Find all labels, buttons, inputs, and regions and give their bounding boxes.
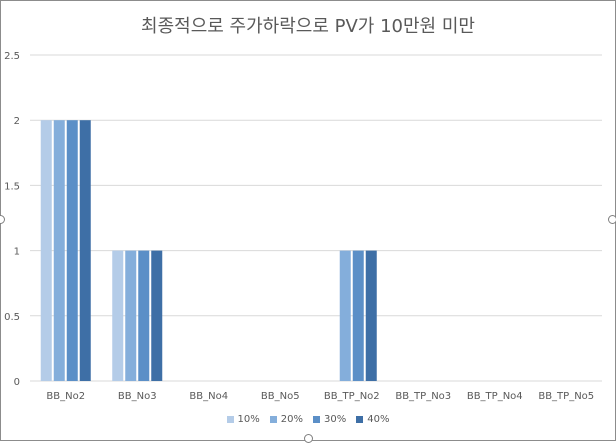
legend-label: 40% — [367, 414, 390, 425]
bar — [53, 120, 65, 381]
y-tick-label: 0 — [14, 377, 20, 388]
bar — [40, 120, 52, 381]
legend-swatch — [313, 416, 320, 423]
bar — [352, 250, 364, 381]
x-tick-label: BB_TP_No4 — [467, 391, 523, 402]
resize-handle-left[interactable] — [0, 215, 5, 224]
bar — [138, 250, 150, 381]
legend-label: 20% — [280, 414, 303, 425]
legend: 10% 20% 30% 40% — [0, 414, 616, 425]
legend-item: 10% — [226, 414, 260, 425]
bar — [79, 120, 91, 381]
x-tick-label: BB_TP_No5 — [538, 391, 594, 402]
y-tick-label: 1 — [14, 247, 20, 258]
bar — [66, 120, 78, 381]
legend-item: 30% — [313, 414, 346, 425]
y-tick-label: 2.5 — [4, 51, 20, 62]
y-tick-label: 0.5 — [4, 312, 20, 323]
bar — [112, 250, 124, 381]
y-tick-label: 1.5 — [4, 181, 20, 192]
legend-swatch — [269, 416, 277, 423]
x-tick-label: BB_TP_No3 — [395, 391, 451, 402]
legend-label: 30% — [324, 414, 347, 425]
bar — [365, 250, 377, 381]
chart-title: 최종적으로 주가하락으로 PV가 10만원 미만 — [141, 16, 475, 37]
legend-item: 40% — [356, 414, 389, 425]
bar — [339, 250, 351, 381]
legend-swatch — [356, 416, 364, 423]
bar — [125, 250, 137, 381]
y-tick-label: 2 — [14, 116, 20, 127]
resize-handle-right[interactable] — [608, 215, 616, 224]
x-tick-label: BB_No4 — [189, 391, 228, 402]
bar — [151, 250, 163, 381]
legend-label: 10% — [237, 414, 260, 425]
x-tick-label: BB_TP_No2 — [324, 391, 380, 402]
x-tick-label: BB_No5 — [261, 391, 300, 402]
x-tick-label: BB_No2 — [46, 391, 85, 402]
x-tick-label: BB_No3 — [118, 391, 157, 402]
legend-swatch — [226, 416, 234, 423]
legend-item: 20% — [269, 414, 303, 425]
